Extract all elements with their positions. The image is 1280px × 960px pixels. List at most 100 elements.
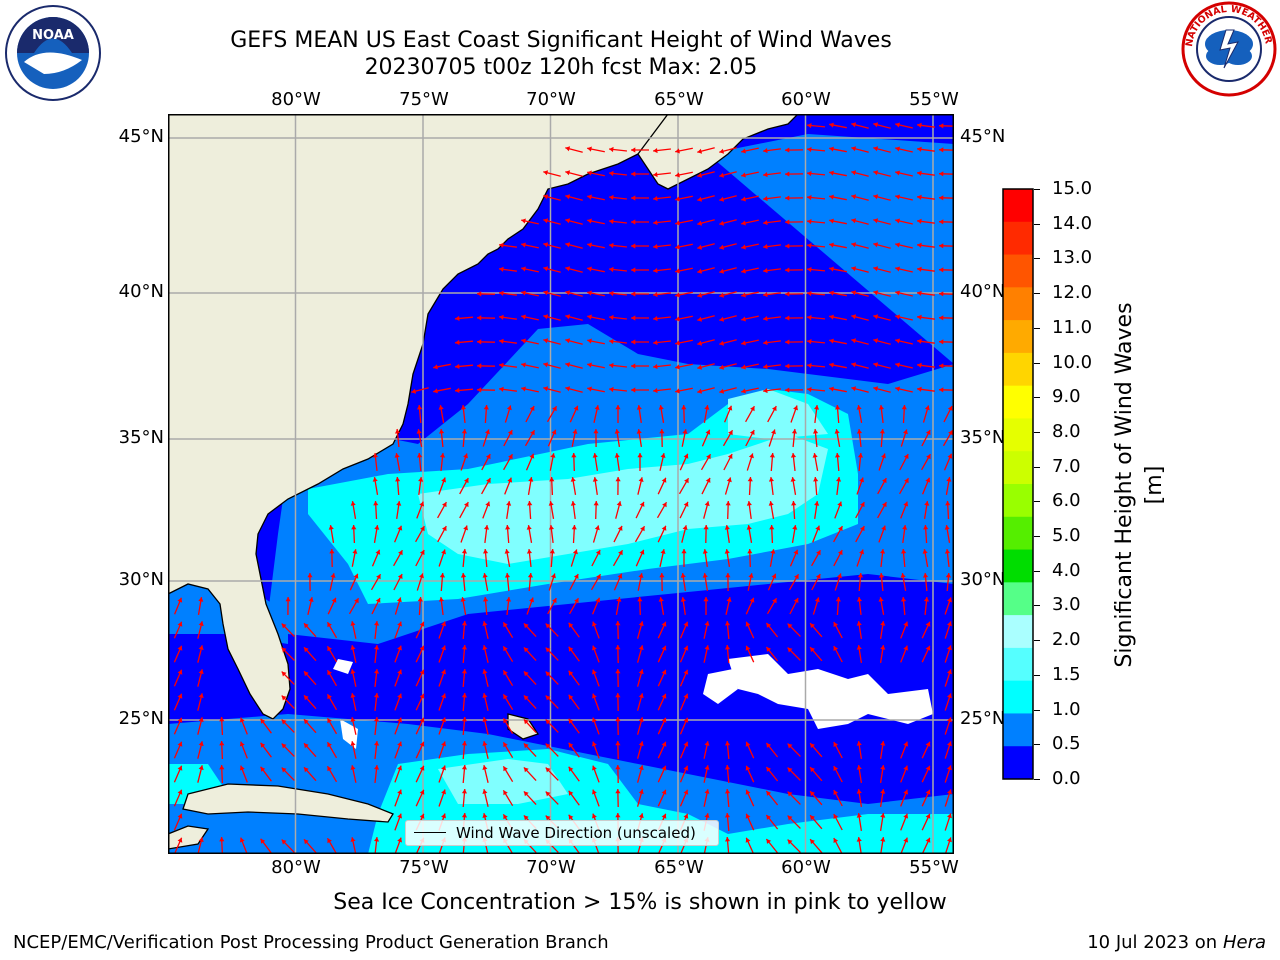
wind-arrow-head [925,430,931,435]
wind-arrow-head [551,429,557,435]
wind-arrow-head [810,815,815,821]
wind-arrow-head [747,477,753,482]
wind-arrow-head [787,839,793,845]
wind-arrow-head [925,837,931,843]
wind-arrow-head [499,290,504,296]
wind-arrow-head [768,477,774,482]
wind-arrow-head [631,267,636,273]
wind-arrow-head [653,364,658,370]
wind-arrow-head [477,387,482,393]
wind-arrow-head [939,147,944,153]
wind-arrow-head [895,170,900,176]
graticule [168,114,954,854]
wind-arrow-head [595,550,601,555]
wind-arrow-head [503,694,508,700]
colorbar-tick-label: 1.0 [1052,698,1081,720]
wind-arrow-head [177,765,183,771]
wind-arrow-head [812,453,818,458]
wind-arrow-head [638,717,644,723]
wind-arrow-head [592,813,597,819]
wind-arrow-head [219,765,225,770]
wind-arrow-head [609,290,614,297]
wind-arrow-head [903,454,909,459]
wind-arrow-head [837,573,842,579]
colorbar-tick-label: 13.0 [1052,247,1093,269]
wind-arrow-head [461,645,467,650]
colorbar-tick-label: 4.0 [1052,559,1081,581]
wind-arrow-head [880,765,886,770]
wind-arrow-head [745,621,751,627]
wind-arrow-head [455,315,460,321]
wind-arrow-head [219,837,225,842]
wind-arrow-head [681,405,687,410]
wind-arrow-head [814,501,820,506]
wind-arrow-head [615,789,621,794]
lat-label-right-35n: 35°N [960,427,1006,448]
wind-arrow-head [461,717,467,722]
wind-arrow-head [787,743,793,749]
wind-arrow-head [177,813,183,819]
colorbar-tick-label: 11.0 [1052,316,1093,338]
wind-arrow-head [925,813,931,819]
wind-arrow-head [638,621,644,627]
wind-arrow-head [219,717,225,722]
colorbar-cell [1003,484,1033,518]
wind-arrow-head [683,717,689,723]
wind-arrow-head [704,813,710,818]
wind-arrow-head [924,405,930,411]
wind-arrow-head [439,453,446,458]
nws-logo: NATIONAL WEATHER SERVICE [1180,0,1277,97]
wind-arrow-head [397,669,402,675]
wind-arrow-head [697,340,703,346]
wind-arrow-head [177,693,183,699]
wind-arrow-head [331,597,337,603]
wind-arrow-head [568,646,574,652]
wind-arrow-head [177,597,183,603]
wind-arrow-head [523,647,529,653]
wind-arrow-head [763,316,768,322]
wind-arrow-head [833,814,839,819]
wind-arrow-head [833,766,839,771]
wind-arrow-head [565,170,571,176]
wind-arrow-head [638,669,644,675]
wind-arrow-head [420,526,425,532]
wind-arrow-head [281,671,287,677]
wind-arrow-head [944,549,950,554]
wind-arrow-head [328,525,334,530]
wind-arrow-head [814,405,820,410]
wind-arrow-head [593,429,599,434]
wind-arrow-head [419,550,425,555]
wind-arrow-head [810,647,815,653]
wind-arrow-head [947,453,953,459]
wind-arrow-head [503,718,508,724]
wind-arrow-head [308,597,314,602]
wind-arrow-head [506,405,512,411]
colorbar-tick [1034,536,1040,538]
wind-arrow-head [724,549,730,554]
wind-arrow-head [917,146,922,152]
wind-arrow-head [419,789,425,795]
noaa-logo-text: NOAA [32,28,74,43]
wind-arrow-head [460,597,466,602]
lat-label-right-25n: 25°N [960,708,1006,729]
wind-arrow-head [592,645,597,651]
wind-arrow-head [653,244,658,250]
wind-arrow-head [880,789,886,794]
wind-arrow-head [856,765,862,770]
wind-arrow-head [741,196,746,202]
wind-arrow-head [903,837,909,843]
colorbar-tick-label: 6.0 [1052,490,1081,512]
wind-arrow-head [638,813,644,819]
wind-arrow-head [441,669,446,675]
wind-arrow-head [395,429,401,434]
map-legend: Wind Wave Direction (unscaled) [405,820,719,846]
wind-arrow-head [793,405,798,411]
wind-arrow-head [851,314,857,320]
wind-arrow-head [697,220,703,226]
wind-arrow-head [281,647,287,653]
wind-arrow-head [419,693,425,699]
wind-arrow-head [587,290,592,296]
wind-arrow-head [873,242,879,248]
wind-arrow-head [592,789,597,795]
lon-label-top-75w: 75°W [399,89,449,110]
